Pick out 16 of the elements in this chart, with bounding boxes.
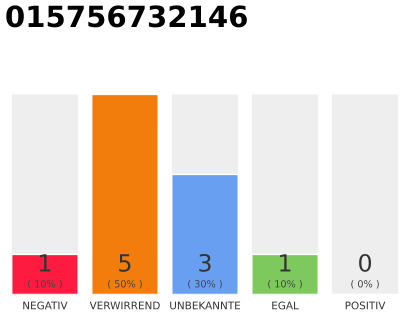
chart-title: 015756732146: [6, 5, 247, 28]
data-label: 1: [280, 254, 290, 272]
x-tick-label: VERWIRREND: [90, 302, 160, 310]
x-tick-label: EGAL: [272, 302, 299, 310]
annotation: ( 10% ): [268, 280, 302, 289]
x-tick-label: POSITIV: [346, 302, 386, 310]
data-label: 5: [119, 254, 130, 272]
annotation: ( 0% ): [351, 280, 379, 289]
annotation: ( 30% ): [188, 280, 222, 289]
data-label: 0: [359, 254, 372, 272]
annotation: ( 50% ): [108, 280, 142, 289]
annotation: ( 10% ): [28, 280, 62, 289]
x-tick-label: UNBEKANNTE: [170, 302, 240, 310]
data-label: 1: [40, 254, 50, 272]
data-label: 3: [199, 254, 211, 272]
x-tick-label: NEGATIV: [23, 302, 68, 310]
